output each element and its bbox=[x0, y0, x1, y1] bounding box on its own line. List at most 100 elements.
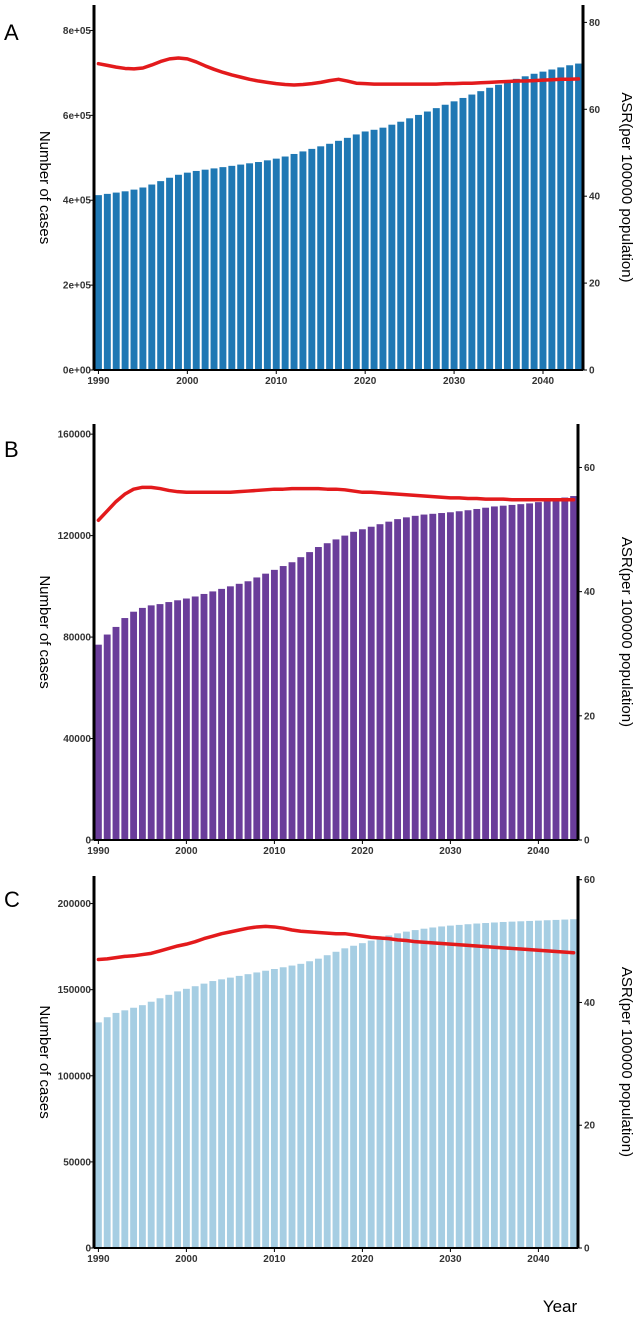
bar bbox=[281, 156, 289, 370]
y2-tick-label: 60 bbox=[589, 105, 601, 116]
bar bbox=[156, 998, 164, 1248]
bar bbox=[235, 583, 243, 840]
x-tick-label: 2010 bbox=[263, 1254, 286, 1265]
bar bbox=[314, 547, 322, 840]
bar bbox=[552, 499, 560, 840]
asr-series-line bbox=[96, 485, 576, 522]
bar bbox=[459, 97, 467, 370]
panel-label: C bbox=[4, 887, 20, 912]
bar bbox=[94, 195, 102, 370]
bar bbox=[262, 573, 270, 840]
bar bbox=[388, 124, 396, 370]
x-tick-label: 1990 bbox=[87, 1254, 110, 1265]
asr-series-line bbox=[96, 56, 581, 87]
bar bbox=[228, 165, 236, 370]
bar bbox=[464, 510, 472, 840]
bar bbox=[420, 514, 428, 840]
bar bbox=[420, 928, 428, 1248]
bar bbox=[473, 508, 481, 840]
y-tick-label: 120000 bbox=[58, 531, 92, 542]
bar bbox=[561, 497, 569, 840]
bar bbox=[464, 924, 472, 1248]
bar bbox=[121, 618, 129, 840]
bar bbox=[288, 965, 296, 1248]
y-tick-label: 0 bbox=[85, 836, 91, 847]
bar bbox=[174, 600, 182, 840]
y2-tick-label: 60 bbox=[584, 875, 596, 886]
bar bbox=[174, 991, 182, 1248]
bar bbox=[165, 602, 173, 840]
bar bbox=[308, 148, 316, 370]
bar bbox=[543, 920, 551, 1248]
y-tick-label: 100000 bbox=[58, 1071, 92, 1082]
bar bbox=[192, 170, 200, 370]
bar bbox=[367, 526, 375, 840]
y2-axis-title: ASR(per 100000 population) bbox=[618, 967, 635, 1157]
bar bbox=[432, 108, 440, 370]
bar bbox=[165, 994, 173, 1248]
bar bbox=[534, 502, 542, 840]
y-tick-label: 0 bbox=[85, 1244, 91, 1255]
bar bbox=[103, 193, 111, 370]
bar bbox=[402, 931, 410, 1248]
bar bbox=[429, 513, 437, 840]
bar bbox=[350, 531, 358, 840]
bar bbox=[148, 184, 156, 370]
bar bbox=[112, 626, 120, 840]
bar bbox=[138, 607, 146, 840]
bar bbox=[397, 121, 405, 370]
bar bbox=[482, 507, 490, 840]
bar bbox=[255, 162, 262, 370]
y2-tick-label: 40 bbox=[584, 587, 596, 598]
y-tick-label: 160000 bbox=[58, 430, 92, 441]
bar bbox=[526, 503, 534, 840]
bar bbox=[147, 1001, 155, 1248]
bar bbox=[314, 958, 322, 1248]
bar bbox=[499, 921, 507, 1248]
bar bbox=[438, 513, 446, 840]
bar bbox=[450, 101, 458, 370]
bar bbox=[566, 65, 574, 371]
bar bbox=[210, 168, 218, 370]
y-tick-label: 200000 bbox=[58, 899, 92, 910]
bar bbox=[219, 167, 227, 370]
bar bbox=[370, 129, 378, 370]
bar bbox=[166, 177, 174, 370]
y-tick-label: 4e+05 bbox=[63, 196, 92, 207]
bar bbox=[530, 73, 538, 370]
y2-tick-label: 0 bbox=[584, 836, 590, 847]
asr-series-line bbox=[96, 924, 576, 962]
bar bbox=[341, 535, 349, 840]
bar bbox=[182, 988, 190, 1248]
bar bbox=[297, 963, 305, 1248]
bar bbox=[218, 979, 226, 1248]
bar bbox=[490, 506, 498, 840]
bar bbox=[358, 529, 366, 840]
bar bbox=[512, 78, 520, 370]
bar bbox=[130, 1007, 138, 1248]
bar bbox=[157, 181, 165, 370]
bar bbox=[121, 191, 129, 370]
bar bbox=[299, 151, 307, 370]
bar bbox=[376, 524, 384, 840]
bar bbox=[112, 192, 120, 370]
y2-tick-label: 40 bbox=[584, 998, 596, 1009]
bar bbox=[335, 140, 342, 370]
bar bbox=[130, 189, 138, 370]
bar bbox=[548, 69, 556, 370]
bar bbox=[253, 577, 261, 840]
bar bbox=[326, 143, 334, 370]
x-tick-label: 2040 bbox=[527, 1254, 550, 1265]
bar bbox=[517, 921, 525, 1248]
x-tick-label: 1990 bbox=[87, 846, 110, 857]
y-axis-title: Number of cases bbox=[36, 575, 53, 688]
bar bbox=[379, 127, 387, 370]
bar bbox=[332, 539, 340, 840]
bar bbox=[279, 967, 287, 1248]
bar bbox=[415, 114, 422, 370]
bar bbox=[323, 543, 331, 840]
y-tick-label: 40000 bbox=[63, 734, 91, 745]
y2-tick-label: 60 bbox=[584, 463, 596, 474]
bar bbox=[237, 164, 245, 370]
